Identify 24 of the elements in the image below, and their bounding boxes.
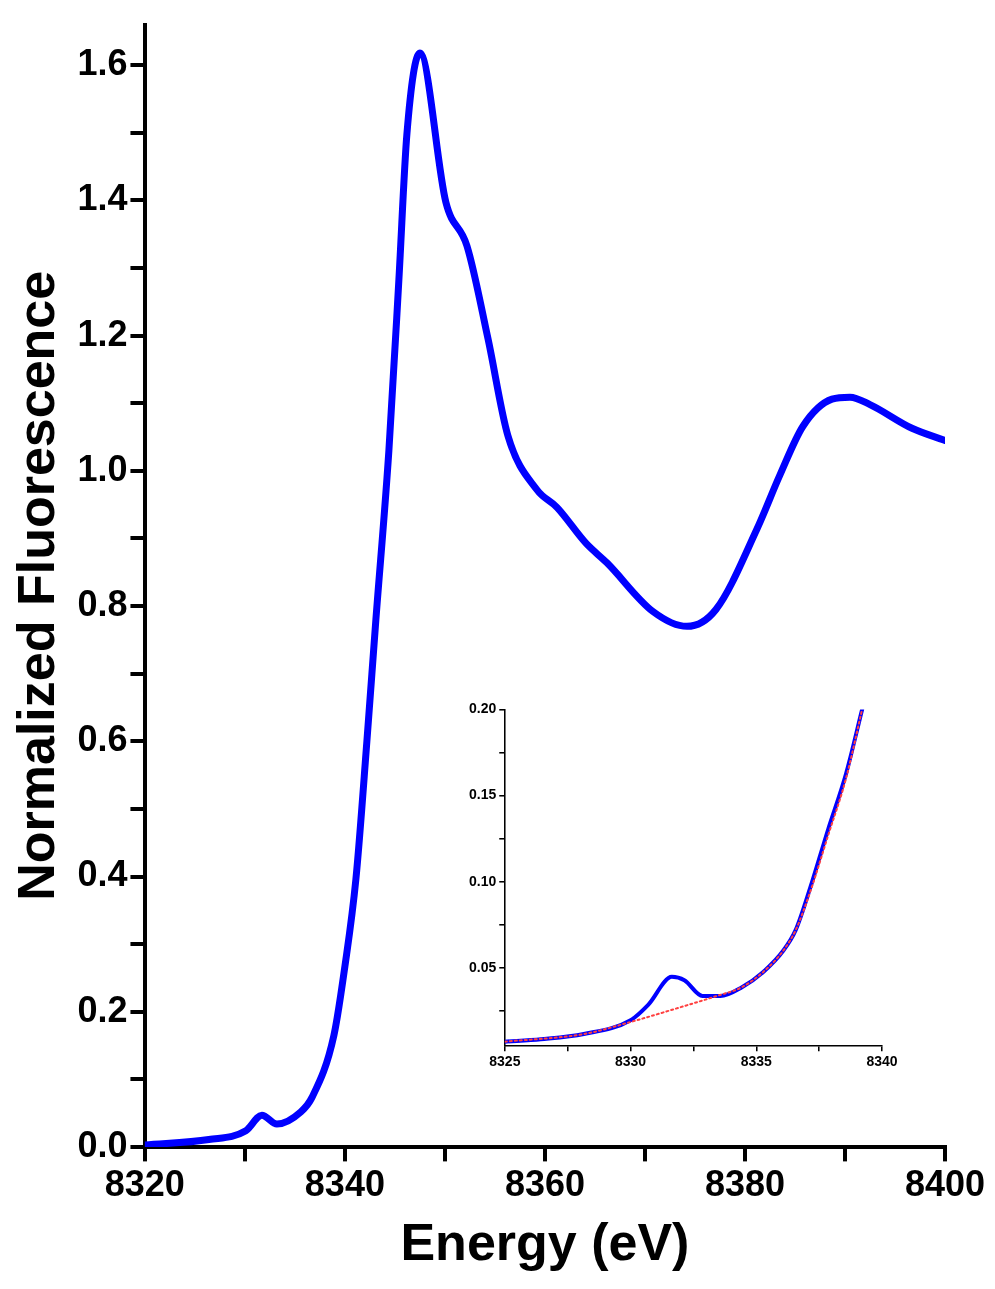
x-tick-label: 8335 [740, 1053, 773, 1070]
x-tick-label: 8360 [504, 1162, 585, 1204]
y-tick-label: 1.2 [77, 312, 128, 354]
y-tick-label: 0.4 [77, 853, 128, 895]
y-tick-label: 0.6 [77, 718, 128, 760]
x-tick-label: 8330 [614, 1053, 647, 1070]
x-tick-label: 8400 [904, 1162, 986, 1204]
y-tick-label: 1.4 [77, 177, 128, 219]
y-tick-label: 0.20 [469, 700, 497, 717]
y-axis-title: Normalized Fluorescence [6, 270, 65, 901]
y-tick-label: 1.0 [77, 447, 128, 489]
y-tick-label: 0.05 [469, 958, 497, 975]
x-tick-label: 8325 [489, 1053, 521, 1070]
x-tick-label: 8340 [304, 1162, 385, 1204]
x-axis-title: Energy (eV) [400, 1213, 690, 1272]
y-tick-label: 1.6 [77, 42, 128, 84]
y-tick-label: 0.15 [469, 786, 497, 803]
x-tick-label: 8340 [866, 1053, 898, 1070]
x-tick-label: 8380 [704, 1162, 786, 1204]
y-tick-label: 0.10 [469, 872, 497, 889]
y-tick-label: 0.0 [77, 1123, 128, 1165]
x-tick-label: 8320 [104, 1162, 185, 1204]
y-tick-label: 0.2 [77, 988, 128, 1030]
y-tick-label: 0.8 [77, 583, 128, 625]
